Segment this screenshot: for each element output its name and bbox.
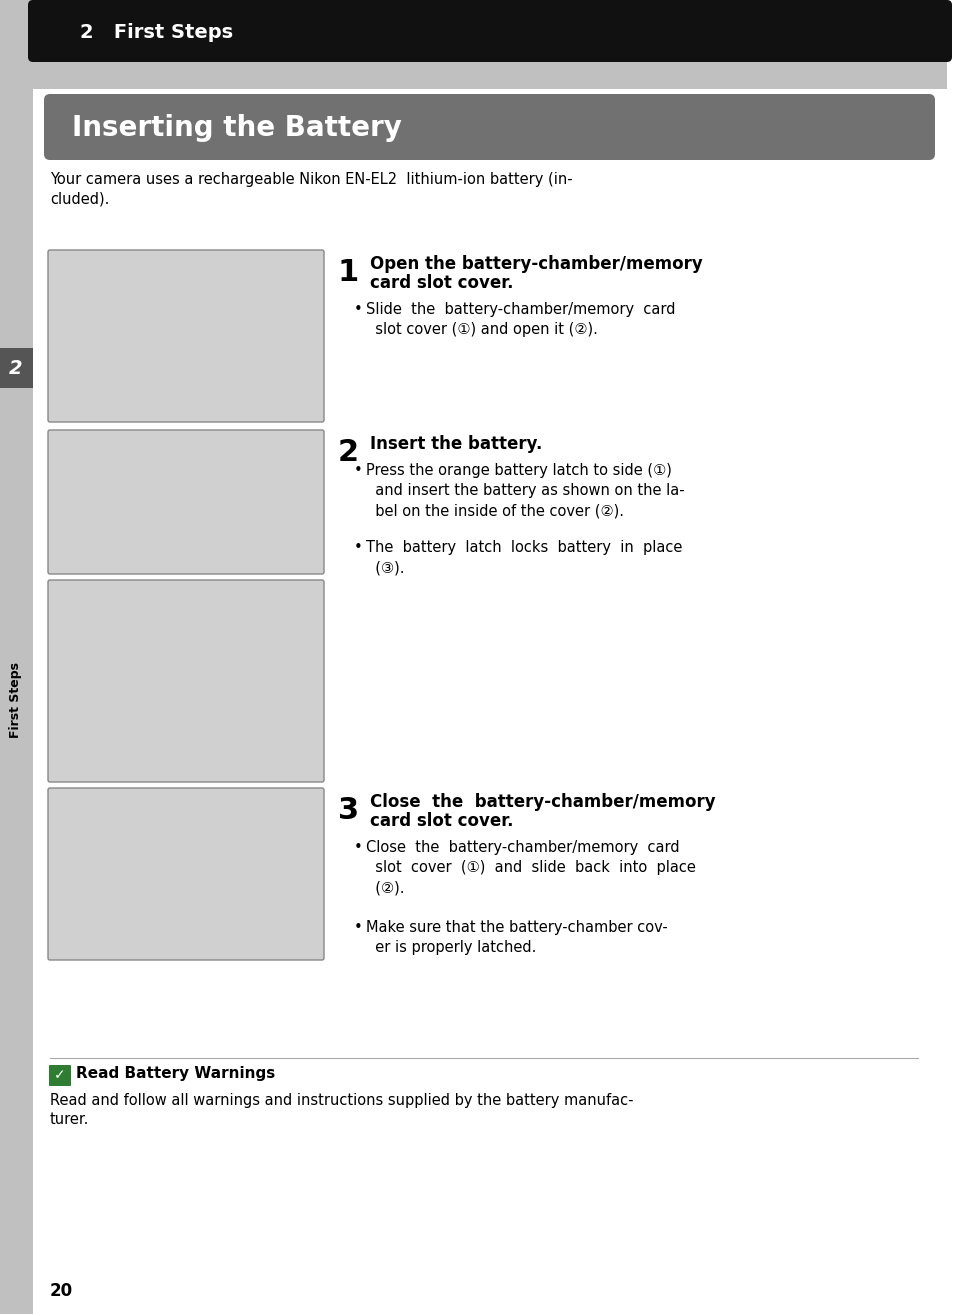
Text: Close  the  battery-chamber/memory  card
  slot  cover  (①)  and  slide  back  i: Close the battery-chamber/memory card sl… bbox=[366, 840, 695, 896]
Text: Read and follow all warnings and instructions supplied by the battery manufac-: Read and follow all warnings and instruc… bbox=[50, 1093, 633, 1108]
Text: card slot cover.: card slot cover. bbox=[370, 812, 513, 830]
Text: 20: 20 bbox=[50, 1282, 73, 1300]
Text: ✓: ✓ bbox=[54, 1068, 66, 1083]
Text: turer.: turer. bbox=[50, 1112, 90, 1127]
Text: 2: 2 bbox=[10, 359, 23, 377]
FancyBboxPatch shape bbox=[48, 250, 324, 422]
FancyBboxPatch shape bbox=[48, 430, 324, 574]
Text: Press the orange battery latch to side (①)
  and insert the battery as shown on : Press the orange battery latch to side (… bbox=[366, 463, 684, 519]
Text: •: • bbox=[354, 920, 362, 936]
Text: Close  the  battery-chamber/memory: Close the battery-chamber/memory bbox=[370, 794, 715, 811]
Bar bbox=[33, 57, 946, 89]
FancyBboxPatch shape bbox=[49, 1066, 71, 1085]
Text: Read Battery Warnings: Read Battery Warnings bbox=[76, 1066, 275, 1081]
Text: •: • bbox=[354, 540, 362, 555]
Text: Your camera uses a rechargeable Nikon EN-EL2  lithium-ion battery (in-: Your camera uses a rechargeable Nikon EN… bbox=[50, 172, 572, 187]
Text: 2: 2 bbox=[337, 438, 358, 466]
Text: 1: 1 bbox=[337, 258, 359, 286]
Text: cluded).: cluded). bbox=[50, 192, 110, 208]
Text: card slot cover.: card slot cover. bbox=[370, 275, 513, 292]
Text: •: • bbox=[354, 840, 362, 855]
FancyBboxPatch shape bbox=[48, 579, 324, 782]
Text: 2   First Steps: 2 First Steps bbox=[80, 24, 233, 42]
Text: •: • bbox=[354, 302, 362, 317]
Text: Inserting the Battery: Inserting the Battery bbox=[71, 114, 401, 142]
Text: Insert the battery.: Insert the battery. bbox=[370, 435, 542, 453]
Bar bbox=[0, 0, 33, 1314]
FancyBboxPatch shape bbox=[28, 0, 951, 62]
FancyBboxPatch shape bbox=[48, 788, 324, 961]
FancyBboxPatch shape bbox=[44, 95, 934, 160]
Text: Slide  the  battery-chamber/memory  card
  slot cover (①) and open it (②).: Slide the battery-chamber/memory card sl… bbox=[366, 302, 675, 338]
Text: 3: 3 bbox=[337, 796, 358, 825]
Text: •: • bbox=[354, 463, 362, 478]
Bar bbox=[0, 348, 33, 388]
Text: Make sure that the battery-chamber cov-
  er is properly latched.: Make sure that the battery-chamber cov- … bbox=[366, 920, 667, 955]
Text: Open the battery-chamber/memory: Open the battery-chamber/memory bbox=[370, 255, 702, 273]
Text: First Steps: First Steps bbox=[10, 662, 23, 738]
Text: The  battery  latch  locks  battery  in  place
  (③).: The battery latch locks battery in place… bbox=[366, 540, 681, 576]
